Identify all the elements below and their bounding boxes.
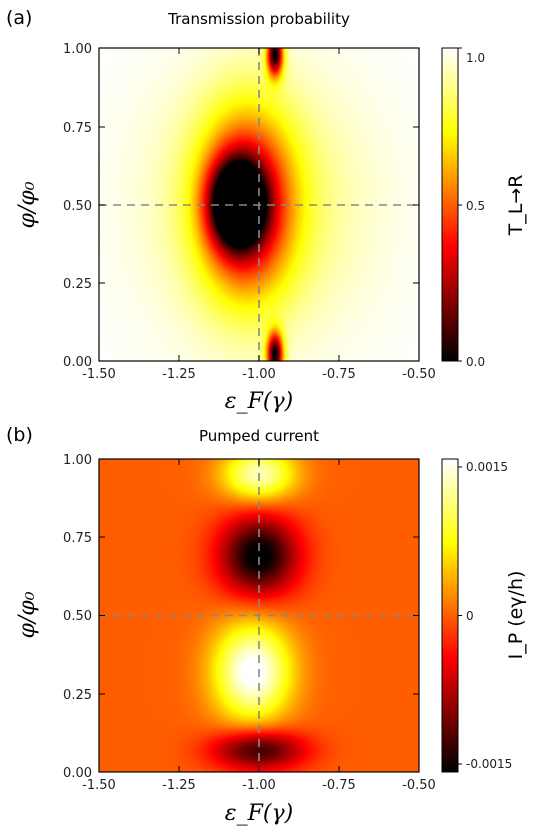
panel-b-ytick-label: 0.25 — [63, 688, 92, 703]
panel-a-ytick-label: 0.50 — [63, 199, 92, 214]
panel-a-xtick-label: -1.50 — [82, 367, 116, 382]
panel-a-yaxis: 0.00 0.25 0.50 0.75 1.00 — [63, 42, 419, 370]
panel-b-xtick-label: -1.00 — [242, 778, 276, 793]
panel-a-xtick-label: -0.50 — [402, 367, 436, 382]
panel-a-ytick-label: 0.75 — [63, 121, 92, 136]
panel-b-tag: (b) — [6, 424, 33, 446]
panel-a-colorbar-label: T_L→R — [505, 175, 527, 237]
panel-b-colorbar-tick: 0.0015 — [466, 460, 508, 474]
panel-b-ytick-label: 0.50 — [63, 609, 92, 624]
panel-a-title: Transmission probability — [167, 10, 350, 28]
panel-a-ytick-label: 0.00 — [63, 355, 92, 370]
panel-a-colorbar-tick: 0.0 — [466, 355, 485, 369]
panel-a-ylabel: φ/φ₀ — [15, 181, 40, 228]
panel-b-xtick-label: -1.50 — [82, 778, 116, 793]
panel-b-title: Pumped current — [199, 427, 319, 445]
panel-a: (a) Transmission probability -1.50 -1.25… — [6, 7, 527, 414]
panel-b: (b) Pumped current -1.50 -1.25 -1.00 -0.… — [6, 424, 527, 826]
panel-a-ytick-label: 1.00 — [63, 42, 92, 57]
panel-b-ylabel: φ/φ₀ — [15, 591, 40, 638]
panel-a-colorbar-tick: 0.5 — [466, 199, 485, 213]
panel-a-tag: (a) — [6, 7, 32, 29]
panel-b-xaxis: -1.50 -1.25 -1.00 -0.75 -0.50 — [82, 459, 436, 793]
panel-b-colorbar-label: I_P (eγ/h) — [505, 571, 527, 660]
panel-a-xtick-label: -1.25 — [162, 367, 196, 382]
panel-a-colorbar — [442, 48, 458, 361]
panel-a-xtick-label: -0.75 — [322, 367, 356, 382]
panel-b-xtick-label: -0.75 — [322, 778, 356, 793]
panel-a-colorbar-tick: 1.0 — [466, 51, 485, 65]
panel-a-xlabel: ε_F(γ) — [225, 389, 293, 414]
panel-b-colorbar — [442, 459, 458, 772]
panel-b-ytick-label: 0.00 — [63, 766, 92, 781]
panel-b-xtick-label: -0.50 — [402, 778, 436, 793]
panel-b-xtick-label: -1.25 — [162, 778, 196, 793]
panel-b-colorbar-tick: 0 — [466, 609, 474, 623]
panel-b-ytick-label: 0.75 — [63, 531, 92, 546]
panel-b-colorbar-tick: -0.0015 — [466, 757, 512, 771]
panel-a-ytick-label: 0.25 — [63, 277, 92, 292]
panel-a-xtick-label: -1.00 — [242, 367, 276, 382]
panel-b-xlabel: ε_F(γ) — [225, 801, 293, 826]
panel-b-ytick-label: 1.00 — [63, 453, 92, 468]
panel-b-yaxis: 0.00 0.25 0.50 0.75 1.00 — [63, 453, 419, 781]
panel-a-xaxis: -1.50 -1.25 -1.00 -0.75 -0.50 — [82, 48, 436, 382]
